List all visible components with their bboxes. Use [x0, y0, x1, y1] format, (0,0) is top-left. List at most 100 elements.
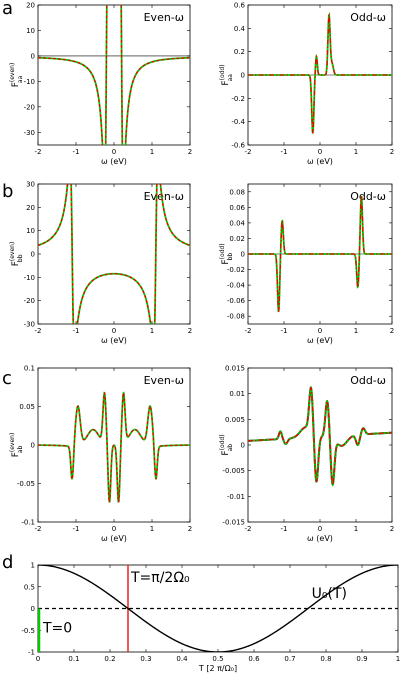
y-tick-label: 0	[31, 52, 35, 60]
x-tick-label: 0	[318, 327, 322, 335]
x-tick-label: 1	[354, 525, 358, 533]
x-tick-label: 1	[150, 327, 154, 335]
plot-area	[248, 195, 392, 313]
y-tick-label: 0.4	[234, 25, 246, 33]
y-tick-label: 0.6	[234, 2, 246, 10]
x-tick-label: 2	[188, 525, 192, 533]
x-tick-label: 2	[188, 148, 192, 156]
chart-title: Even-ω	[144, 11, 184, 24]
panel-letter-b: b	[2, 181, 13, 202]
x-tick-label: 2	[390, 525, 394, 533]
annotation-origin-label: T=0	[42, 620, 72, 636]
y-label-main: F	[221, 450, 231, 455]
x-axis-label: ω (eV)	[307, 157, 333, 166]
y-label-sub: ab	[17, 445, 24, 453]
chart-c_even: -2 -1 0 1 2 -0.1 -0.05 0 0.05 0.1 ω (eV) F(even)ab E…	[9, 365, 192, 544]
chart-title: Even-ω	[144, 190, 184, 203]
annotation-vline-label: T=π/2Ω₀	[130, 570, 190, 586]
y-tick-label: -20	[24, 103, 35, 111]
series-u0-line	[38, 565, 398, 652]
plot-area	[38, 391, 190, 503]
y-tick-label: -10	[24, 78, 35, 86]
x-axis-label: ω (eV)	[307, 336, 333, 345]
chart-a_odd: -2 -1 0 1 2 -0.6 -0.4 -0.2 0 0.2 0.4 0.6 ω (eV) F(odd…	[219, 2, 394, 167]
y-tick-label: 0.015	[225, 365, 245, 373]
x-tick-label: 0.9	[356, 655, 367, 663]
y-tick-label: -0.08	[227, 313, 245, 321]
x-tick-label: -1	[281, 327, 288, 335]
y-label-sub: ab	[227, 444, 234, 452]
x-tick-label: 0.6	[248, 655, 260, 663]
x-tick-label: -1	[73, 525, 80, 533]
y-tick-label: -30	[24, 129, 35, 137]
y-label-main: F	[221, 259, 231, 264]
x-tick-label: -1	[281, 525, 288, 533]
x-tick-label: -2	[35, 148, 42, 156]
chart-c_odd: -2 -1 0 1 2 -0.015 -0.01 -0.005 0 0.005 0.01 0.015 ω…	[219, 365, 394, 544]
series-line-0	[38, 391, 190, 503]
y-tick-label: 0.04	[229, 219, 245, 227]
x-tick-label: 0.4	[176, 655, 188, 663]
y-tick-label: 20	[26, 2, 35, 10]
series-line-0	[248, 385, 392, 487]
y-tick-label: 0	[241, 251, 245, 259]
x-tick-label: 0.2	[104, 655, 115, 663]
x-tick-label: -1	[281, 148, 288, 156]
y-axis-label: F(odd)aa	[219, 64, 234, 85]
x-axis-label: ω (eV)	[307, 534, 333, 543]
plot-area	[38, 565, 398, 652]
y-tick-label: -0.01	[227, 493, 245, 501]
y-tick-label: 0	[241, 442, 245, 450]
chart-title: Odd-ω	[350, 374, 386, 387]
y-label-sup: (even)	[9, 433, 16, 452]
x-tick-label: -1	[73, 148, 80, 156]
x-tick-label: 1	[354, 148, 358, 156]
x-tick-label: -2	[245, 525, 252, 533]
y-tick-label: 0.2	[234, 48, 245, 56]
y-tick-label: -1	[28, 649, 35, 657]
x-tick-label: 0	[112, 148, 116, 156]
x-tick-label: 1	[396, 655, 400, 663]
y-label-sup: (odd)	[219, 64, 226, 80]
plot-area	[38, 5, 190, 145]
x-tick-label: 0.1	[68, 655, 79, 663]
y-axis-label: F(even)bb	[9, 242, 24, 267]
x-tick-label: 0.8	[320, 655, 331, 663]
x-tick-label: 0	[318, 148, 322, 156]
x-tick-label: 2	[390, 148, 394, 156]
x-tick-label: -2	[35, 525, 42, 533]
y-tick-label: 0.08	[229, 188, 245, 196]
y-tick-label: -20	[24, 297, 35, 305]
y-label-main: F	[11, 261, 21, 266]
annotation-series-label: U₀(T)	[312, 586, 347, 602]
y-tick-label: -30	[24, 321, 35, 329]
axes-frame	[37, 183, 191, 325]
chart-title: Even-ω	[144, 374, 184, 387]
y-tick-label: -0.5	[21, 627, 35, 635]
y-tick-label: -0.04	[227, 282, 246, 290]
series-line-1	[38, 184, 190, 324]
y-tick-label: 0.005	[225, 416, 245, 424]
y-tick-label: 0.01	[229, 390, 245, 398]
y-tick-label: 10	[26, 227, 35, 235]
series-line-1	[248, 386, 392, 487]
x-tick-label: -2	[245, 327, 252, 335]
x-tick-label: 0	[318, 525, 322, 533]
x-tick-label: -2	[35, 327, 42, 335]
y-label-sup: (odd)	[219, 243, 226, 259]
y-tick-label: -10	[24, 274, 35, 282]
series-line-2	[248, 386, 392, 486]
y-tick-label: -0.4	[231, 118, 245, 126]
chart-b_odd: -2 -1 0 1 2 -0.08 -0.06 -0.04 -0.02 0 0.02 0.04 0.06…	[219, 183, 394, 345]
panel-letter-a: a	[2, 0, 13, 19]
x-tick-label: 2	[188, 327, 192, 335]
plot-area	[248, 11, 392, 134]
y-tick-label: 1	[31, 562, 35, 570]
panel-letter-c: c	[2, 368, 12, 389]
x-tick-label: 1	[150, 525, 154, 533]
x-axis-label: ω (eV)	[101, 157, 127, 166]
